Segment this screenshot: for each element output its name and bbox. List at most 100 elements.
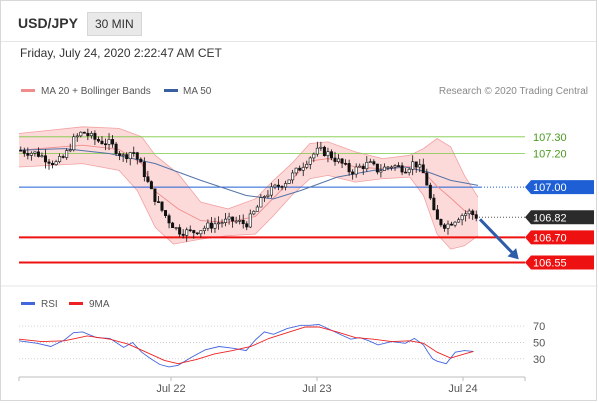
candle-body: [351, 171, 355, 175]
candle-body: [273, 184, 277, 188]
candle-body: [185, 229, 189, 236]
candle-body: [89, 133, 93, 137]
candle-body: [269, 186, 273, 196]
support-tag: [525, 230, 594, 245]
candle-body: [22, 150, 26, 154]
candle-body: [259, 197, 263, 208]
candle-body: [118, 153, 122, 156]
projection-arrow-head: [507, 248, 519, 260]
candle-body: [414, 161, 418, 168]
candle-body: [245, 223, 249, 228]
candle-body: [255, 206, 259, 212]
candle-body: [474, 214, 478, 219]
pivot-tag: [525, 180, 594, 195]
candle-body: [252, 211, 256, 215]
candle-body: [213, 223, 217, 229]
candle-body: [322, 146, 326, 157]
candle-body: [54, 161, 58, 165]
candle-body: [58, 156, 62, 162]
candle-body: [206, 222, 210, 229]
candle-body: [287, 179, 291, 184]
candle-body: [65, 150, 69, 158]
candle-body: [262, 196, 266, 198]
candle-body: [171, 222, 175, 228]
pivot-label: 107.00: [533, 182, 567, 194]
level-labels: 107.30 107.20 107.00 106.82 106.70 106.55: [478, 132, 594, 270]
candle-body: [156, 201, 160, 203]
rsi-grid: 70 50 30: [19, 321, 545, 366]
rsi-tick-label: 50: [533, 337, 545, 349]
candle-body: [471, 210, 475, 215]
candle-body: [372, 161, 376, 165]
rsi-lines: [18, 324, 474, 368]
candle-body: [82, 131, 86, 134]
candle-body: [107, 139, 111, 145]
candle-body: [125, 154, 129, 160]
candle-body: [358, 165, 362, 168]
candle-body: [333, 157, 337, 162]
candle-body: [386, 166, 390, 169]
support-label: 106.70: [533, 232, 567, 244]
candle-body: [195, 232, 199, 235]
candle-body: [181, 233, 185, 236]
candle-body: [308, 157, 312, 165]
candle-body: [393, 165, 397, 168]
candle-body: [174, 227, 178, 229]
chart-header: USD/JPY 30 MIN: [1, 1, 596, 42]
timeframe-button[interactable]: 30 MIN: [87, 12, 142, 36]
candle-body: [315, 147, 319, 155]
candle-body: [128, 152, 132, 160]
candle-body: [368, 161, 372, 163]
candle-body: [220, 222, 224, 224]
candle-body: [114, 143, 118, 154]
candle-body: [29, 152, 33, 156]
candle-body: [104, 143, 108, 146]
legend-9ma-label: 9MA: [89, 299, 110, 310]
candle-body: [188, 229, 192, 232]
candle-body: [365, 162, 369, 170]
candle-body: [460, 215, 464, 221]
candle-body: [280, 186, 284, 188]
timestamp: Friday, July 24, 2020 2:22:47 AM CET: [20, 46, 222, 60]
candle-body: [266, 194, 270, 197]
candle-body: [284, 183, 288, 188]
candle-body: [146, 176, 150, 182]
legend-swatch-ma50: [164, 89, 178, 92]
candle-body: [121, 154, 125, 156]
candle-body: [216, 222, 220, 225]
candle-body: [160, 201, 164, 211]
candle-body: [153, 188, 157, 202]
candle-body: [389, 166, 393, 169]
candle-body: [36, 151, 40, 157]
candle-body: [421, 164, 425, 174]
candle-body: [453, 221, 457, 226]
candle-body: [411, 161, 415, 170]
projection-arrow-shaft: [478, 218, 518, 258]
candle-body: [298, 167, 302, 171]
candle-body: [428, 184, 432, 199]
candle-body: [199, 230, 203, 235]
candle-body: [51, 163, 55, 165]
candle-body: [19, 149, 23, 152]
bollinger-band: [18, 126, 479, 250]
candle-body: [319, 146, 323, 149]
candle-body: [75, 135, 79, 138]
candle-body: [111, 139, 115, 145]
candle-body: [340, 158, 344, 164]
candle-body: [277, 184, 281, 187]
candle-body: [446, 223, 450, 229]
candle-body: [72, 136, 76, 151]
candle-body: [291, 172, 295, 181]
candle-body: [379, 170, 383, 173]
candle-body: [382, 166, 386, 171]
candle-body: [47, 161, 51, 164]
candle-body: [33, 151, 37, 154]
candle-body: [26, 153, 30, 156]
candle-body: [450, 223, 454, 226]
candle-body: [40, 155, 44, 158]
credit-text: Research © 2020 Trading Central: [439, 86, 588, 97]
candle-body: [442, 224, 446, 229]
bollinger-lower: [18, 163, 479, 250]
candle-body: [86, 132, 90, 137]
